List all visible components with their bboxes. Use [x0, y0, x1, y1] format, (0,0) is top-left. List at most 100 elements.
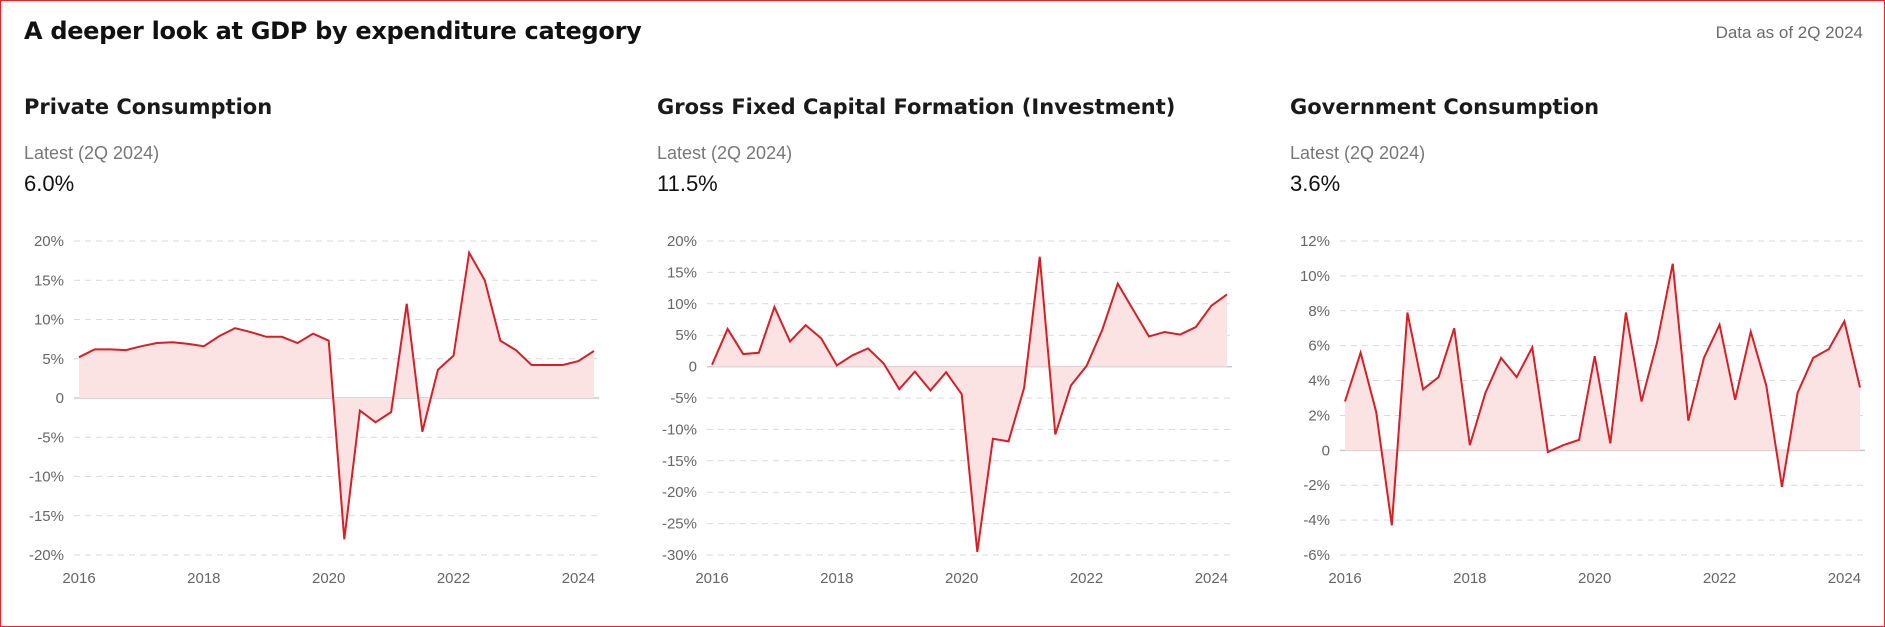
data-point[interactable]: 5.3%: [1498, 355, 1504, 361]
data-point[interactable]: 0.3%: [1467, 442, 1473, 448]
data-point[interactable]: 5.4%: [451, 353, 457, 359]
data-point[interactable]: 5.4%: [1592, 353, 1598, 359]
data-point[interactable]: 2.8%: [1639, 398, 1645, 404]
data-point[interactable]: 5.6%: [1358, 350, 1364, 356]
data-point[interactable]: 18.5%: [466, 250, 472, 256]
data-point[interactable]: 17.5%: [1037, 254, 1043, 260]
data-point[interactable]: 13.2%: [1115, 281, 1121, 287]
data-point[interactable]: 4%: [787, 338, 793, 344]
data-point[interactable]: 2.8%: [1342, 398, 1348, 404]
data-point[interactable]: 5.3%: [1701, 355, 1707, 361]
data-point[interactable]: 4.2%: [1436, 374, 1442, 380]
data-point[interactable]: 9%: [1130, 307, 1136, 313]
data-point[interactable]: 5.1%: [1177, 332, 1183, 338]
data-point[interactable]: -0.8%: [912, 369, 918, 375]
data-point[interactable]: 4.5%: [818, 335, 824, 341]
data-point[interactable]: 3.7%: [1763, 383, 1769, 389]
data-point[interactable]: 2.2%: [756, 350, 762, 356]
data-point[interactable]: 7%: [294, 340, 300, 346]
data-point[interactable]: -10.8%: [1052, 431, 1058, 437]
data-point[interactable]: 4.2%: [529, 362, 535, 368]
data-point[interactable]: 0.3%: [709, 362, 715, 368]
data-point[interactable]: 4.2%: [560, 362, 566, 368]
data-point[interactable]: 7.2%: [1717, 322, 1723, 328]
data-point[interactable]: -0.9%: [943, 369, 949, 375]
data-point[interactable]: 7.9%: [216, 333, 222, 339]
data-point[interactable]: 5.9%: [1529, 344, 1535, 350]
data-point[interactable]: 11.5%: [1224, 291, 1230, 297]
data-point[interactable]: 6.6%: [138, 343, 144, 349]
data-point[interactable]: -4.3%: [1389, 522, 1395, 528]
data-point[interactable]: 5.3%: [1810, 355, 1816, 361]
data-point[interactable]: 7.8%: [263, 334, 269, 340]
data-point[interactable]: 15%: [482, 277, 488, 283]
data-point[interactable]: 1.7%: [1685, 418, 1691, 424]
data-point[interactable]: -1.6%: [357, 408, 363, 414]
data-point[interactable]: 6.3%: [1193, 324, 1199, 330]
data-point[interactable]: -11.9%: [1006, 438, 1012, 444]
data-point[interactable]: 5.5%: [1162, 329, 1168, 335]
data-point[interactable]: 7.9%: [1404, 310, 1410, 316]
data-point[interactable]: 9.5%: [771, 304, 777, 310]
data-point[interactable]: 10.7%: [1670, 261, 1676, 267]
data-point[interactable]: 0.5%: [881, 360, 887, 366]
data-point[interactable]: 6.2%: [92, 346, 98, 352]
data-point[interactable]: 2.2%: [1373, 409, 1379, 415]
data-point[interactable]: 9.7%: [1208, 303, 1214, 309]
data-point[interactable]: 0.1%: [1084, 363, 1090, 369]
data-point[interactable]: 6.2%: [1654, 339, 1660, 345]
data-point[interactable]: 7%: [1451, 325, 1457, 331]
data-point[interactable]: 6.8%: [1748, 329, 1754, 335]
data-point[interactable]: 3.3%: [1795, 390, 1801, 396]
data-point[interactable]: 6.2%: [107, 346, 113, 352]
data-point[interactable]: 2%: [740, 351, 746, 357]
data-point[interactable]: 3.5%: [1420, 386, 1426, 392]
data-point[interactable]: -2.1%: [1779, 484, 1785, 490]
data-point[interactable]: -29.5%: [974, 549, 980, 555]
data-point[interactable]: 3.3%: [1482, 390, 1488, 396]
data-point[interactable]: 5.2%: [76, 354, 82, 360]
data-point[interactable]: 8.9%: [232, 325, 238, 331]
data-point[interactable]: 6.9%: [185, 341, 191, 347]
data-point[interactable]: 4.2%: [544, 362, 550, 368]
data-point[interactable]: 6.1%: [513, 347, 519, 353]
data-point[interactable]: -1.8%: [388, 409, 394, 415]
data-point[interactable]: 6.1%: [123, 347, 129, 353]
data-point[interactable]: 6%: [591, 348, 597, 354]
data-point[interactable]: -18%: [341, 536, 347, 542]
data-point[interactable]: 6.6%: [201, 343, 207, 349]
data-point[interactable]: 0.2%: [834, 362, 840, 368]
data-point[interactable]: 4.8%: [1146, 333, 1152, 339]
data-point[interactable]: 4.2%: [1514, 374, 1520, 380]
data-point[interactable]: -3%: [1068, 382, 1074, 388]
data-point[interactable]: 2.9%: [1732, 397, 1738, 403]
data-point[interactable]: -3.6%: [896, 386, 902, 392]
data-point[interactable]: 3.6%: [435, 367, 441, 373]
data-point[interactable]: 7.9%: [1623, 310, 1629, 316]
data-point[interactable]: 5.8%: [1826, 346, 1832, 352]
data-point[interactable]: 0.4%: [1607, 440, 1613, 446]
data-point[interactable]: 8.4%: [248, 329, 254, 335]
data-point[interactable]: 5.8%: [1099, 327, 1105, 333]
data-point[interactable]: 7%: [154, 340, 160, 346]
data-point[interactable]: 7.8%: [279, 334, 285, 340]
data-point[interactable]: -3.8%: [927, 387, 933, 393]
data-point[interactable]: 1.8%: [849, 352, 855, 358]
data-point[interactable]: 7.3%: [326, 338, 332, 344]
data-point[interactable]: 12%: [404, 301, 410, 307]
data-point[interactable]: -3.4%: [1021, 385, 1027, 391]
data-point[interactable]: 2.9%: [865, 345, 871, 351]
data-point[interactable]: -4.3%: [419, 429, 425, 435]
data-point[interactable]: -4.4%: [959, 391, 965, 397]
data-point[interactable]: 4.7%: [575, 358, 581, 364]
data-point[interactable]: 7.3%: [497, 338, 503, 344]
data-point[interactable]: 6%: [725, 326, 731, 332]
data-point[interactable]: 3.6%: [1857, 385, 1863, 391]
data-point[interactable]: 7.4%: [1841, 318, 1847, 324]
data-point[interactable]: -0.1%: [1545, 449, 1551, 455]
data-point[interactable]: 8.2%: [310, 331, 316, 337]
data-point[interactable]: -3.1%: [373, 419, 379, 425]
data-point[interactable]: 0.6%: [1576, 437, 1582, 443]
data-point[interactable]: 0.3%: [1560, 442, 1566, 448]
data-point[interactable]: -11.5%: [990, 436, 996, 442]
